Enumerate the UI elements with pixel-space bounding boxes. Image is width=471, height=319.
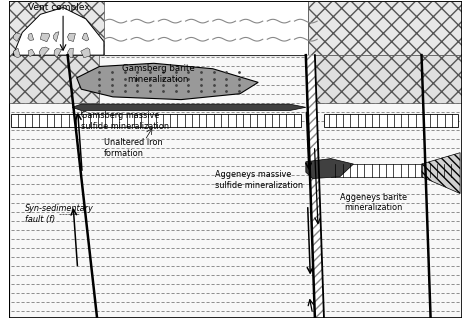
Polygon shape [306,55,324,318]
Polygon shape [72,104,306,110]
Polygon shape [67,48,73,58]
Polygon shape [41,33,50,42]
Bar [8,55,99,103]
Text: Gamsberg massive
sulfide mineralization: Gamsberg massive sulfide mineralization [81,111,170,131]
Polygon shape [81,48,90,58]
Bar [8,1,463,55]
Bar [308,1,463,55]
Polygon shape [28,49,35,56]
Text: Syn-sedimentary
fault (f): Syn-sedimentary fault (f) [24,204,93,224]
Text: Unaltered iron
formation: Unaltered iron formation [104,138,162,158]
Polygon shape [306,159,353,179]
Polygon shape [54,48,62,57]
Bar [8,55,463,318]
Text: Aggeneys massive
sulfide mineralization: Aggeneys massive sulfide mineralization [215,170,303,189]
Polygon shape [13,48,20,57]
Text: Vent complex: Vent complex [28,3,89,11]
Bar [331,164,455,177]
Bar [99,1,308,55]
Text: Gamsberg barite
mineralization: Gamsberg barite mineralization [122,64,195,84]
Polygon shape [14,33,21,41]
Polygon shape [422,153,460,194]
Polygon shape [28,33,34,41]
Bar [8,1,104,55]
Text: Aggeneys barite
mineralization: Aggeneys barite mineralization [341,193,407,212]
Polygon shape [39,47,49,58]
Polygon shape [13,8,104,55]
Polygon shape [67,33,75,41]
Bar [308,55,463,103]
Polygon shape [54,32,59,42]
Bar [11,114,301,127]
Bar [324,114,458,127]
Polygon shape [77,63,258,100]
Polygon shape [82,33,89,41]
